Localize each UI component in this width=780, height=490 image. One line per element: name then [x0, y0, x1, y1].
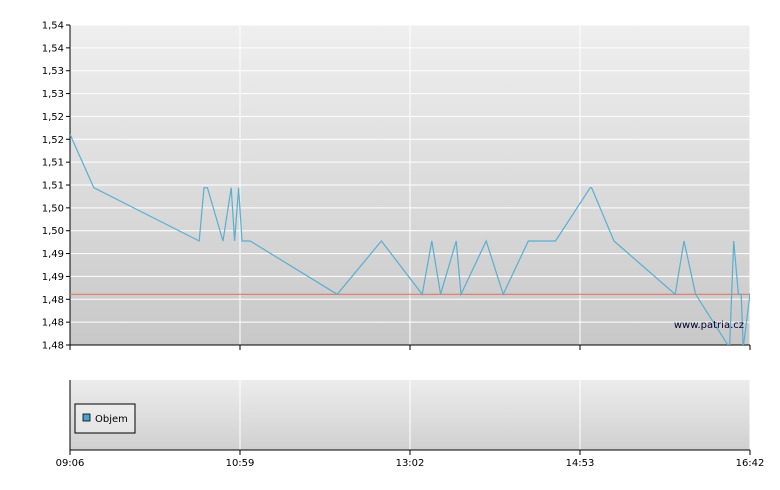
y-tick-label: 1,48: [42, 341, 64, 352]
series-line: [70, 134, 750, 345]
y-tick-label: 1,52: [42, 135, 64, 146]
main-x-ticks: [69, 345, 751, 350]
x-tick-label: 09:06: [56, 458, 85, 469]
x-tick-label: 13:02: [396, 458, 425, 469]
volume-grid: [239, 380, 751, 450]
legend: Objem: [74, 403, 136, 434]
y-ticks: 1,48 1,48 1,48 1,49 1,49 1,50 1,50 1,51 1,51 1,52…: [42, 21, 70, 352]
x-tick-label: 16:42: [736, 458, 765, 469]
y-tick-label: 1,50: [42, 203, 64, 214]
y-tick-label: 1,53: [42, 66, 64, 77]
y-tick-label: 1,48: [42, 318, 64, 329]
y-tick-label: 1,52: [42, 112, 64, 123]
x-tick-labels: 09:06 10:59 13:02 14:53 16:42: [56, 450, 765, 469]
y-tick-label: 1,48: [42, 295, 64, 306]
y-tick-label: 1,50: [42, 226, 64, 237]
x-tick-label: 10:59: [226, 458, 255, 469]
legend-swatch-objem: [82, 413, 91, 422]
y-tick-label: 1,54: [42, 21, 64, 32]
main-grid: [70, 24, 751, 346]
legend-label-objem: Objem: [95, 414, 128, 425]
y-tick-label: 1,51: [42, 158, 64, 169]
y-tick-label: 1,54: [42, 43, 64, 54]
y-tick-label: 1,49: [42, 249, 64, 260]
y-tick-label: 1,49: [42, 272, 64, 283]
x-tick-label: 14:53: [566, 458, 595, 469]
watermark: www.patria.cz: [674, 320, 744, 331]
y-tick-label: 1,53: [42, 89, 64, 100]
y-tick-label: 1,51: [42, 181, 64, 192]
